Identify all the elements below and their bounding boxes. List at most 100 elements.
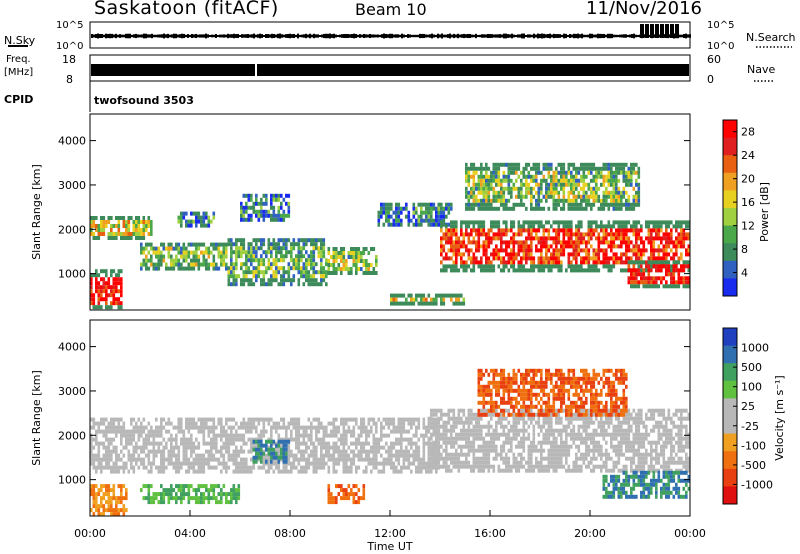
noise-sample bbox=[475, 33, 477, 39]
velocity-cell bbox=[115, 508, 118, 513]
noise-sample bbox=[309, 33, 311, 39]
power-cell bbox=[482, 194, 486, 199]
power-cell bbox=[490, 220, 493, 225]
noise-sample bbox=[607, 33, 609, 39]
power-cell bbox=[112, 285, 116, 290]
velocity-cell bbox=[427, 428, 431, 433]
velocity-cell bbox=[172, 453, 176, 458]
velocity-cell bbox=[357, 449, 361, 454]
power-cell bbox=[390, 293, 393, 298]
power-cell bbox=[202, 254, 206, 259]
power-cell bbox=[485, 162, 488, 167]
power-cell bbox=[310, 238, 313, 243]
power-cell bbox=[595, 264, 598, 269]
power-cell bbox=[602, 178, 606, 183]
velocity-cell bbox=[142, 429, 146, 434]
velocity-cell bbox=[97, 429, 101, 434]
power-cell bbox=[667, 284, 671, 289]
velocity-cell bbox=[240, 461, 243, 466]
power-cell bbox=[440, 268, 443, 273]
power-cell bbox=[595, 224, 598, 229]
velocity-cell bbox=[437, 408, 441, 413]
y-tick-label: 3000 bbox=[58, 179, 86, 192]
power-cell bbox=[260, 262, 263, 267]
power-cell bbox=[527, 236, 531, 241]
power-cell bbox=[290, 266, 293, 271]
power-cell bbox=[560, 174, 563, 179]
velocity-cell bbox=[442, 464, 446, 469]
power-cell bbox=[480, 202, 483, 207]
velocity-cell bbox=[255, 451, 258, 456]
velocity-cell bbox=[250, 449, 253, 454]
power-cell bbox=[190, 242, 193, 247]
velocity-cell bbox=[275, 449, 278, 454]
velocity-cell bbox=[177, 453, 181, 458]
power-cell bbox=[135, 232, 138, 236]
power-cell bbox=[537, 240, 541, 245]
power-cell bbox=[235, 278, 238, 283]
noise-sample bbox=[189, 34, 191, 38]
noise-sample bbox=[443, 34, 445, 38]
power-cell bbox=[557, 198, 561, 203]
power-cell bbox=[250, 197, 253, 202]
power-cell bbox=[105, 301, 108, 306]
velocity-cell bbox=[287, 425, 291, 430]
velocity-cell bbox=[177, 496, 181, 501]
power-cell bbox=[635, 190, 638, 195]
velocity-cell bbox=[235, 457, 238, 462]
power-cell bbox=[262, 250, 266, 255]
power-cell bbox=[255, 246, 258, 251]
power-cell bbox=[590, 178, 593, 183]
velocity-cell bbox=[410, 417, 413, 422]
power-cell bbox=[582, 260, 586, 265]
power-cell bbox=[675, 240, 678, 245]
power-cell bbox=[617, 166, 621, 171]
power-cell bbox=[107, 220, 111, 224]
velocity-cell bbox=[422, 425, 426, 430]
velocity-cell bbox=[352, 417, 356, 422]
velocity-cell bbox=[355, 441, 358, 446]
noise-sample bbox=[159, 34, 161, 38]
power-cell bbox=[337, 255, 341, 259]
power-cell bbox=[505, 174, 508, 179]
noise-sample bbox=[557, 34, 559, 38]
velocity-cell bbox=[227, 492, 231, 497]
power-cell bbox=[585, 232, 588, 237]
noise-sample bbox=[179, 34, 181, 38]
power-cell bbox=[532, 264, 536, 269]
power-cell bbox=[322, 238, 326, 243]
power-cell bbox=[425, 210, 428, 215]
noise-sample bbox=[451, 34, 453, 38]
velocity-cell bbox=[232, 469, 236, 474]
velocity-cell bbox=[120, 508, 123, 513]
power-cell bbox=[687, 232, 691, 237]
velocity-cell bbox=[125, 441, 128, 446]
power-cell bbox=[435, 210, 438, 215]
power-cell bbox=[570, 170, 573, 175]
velocity-cell bbox=[192, 421, 196, 426]
power-cell bbox=[330, 271, 333, 275]
power-cell bbox=[670, 236, 673, 241]
velocity-cell bbox=[452, 456, 456, 461]
power-cell bbox=[595, 236, 598, 241]
power-cell bbox=[472, 264, 476, 269]
power-cell bbox=[372, 247, 376, 251]
power-cell bbox=[510, 248, 513, 253]
velocity-cell bbox=[165, 457, 168, 462]
power-cell bbox=[510, 166, 513, 171]
power-cell bbox=[535, 202, 538, 207]
power-cell bbox=[567, 232, 571, 237]
velocity-cell bbox=[272, 455, 276, 460]
power-cell bbox=[497, 256, 501, 261]
power-cell bbox=[495, 252, 498, 257]
power-cell bbox=[502, 220, 506, 225]
power-cell bbox=[340, 259, 343, 263]
velocity-cell bbox=[455, 416, 458, 421]
velocity-cell bbox=[200, 429, 203, 434]
power-cell bbox=[680, 244, 683, 249]
noise-sample bbox=[591, 33, 593, 39]
power-cell bbox=[590, 264, 593, 269]
power-cell bbox=[385, 214, 388, 219]
power-cell bbox=[567, 260, 571, 265]
velocity-cell bbox=[270, 417, 273, 422]
